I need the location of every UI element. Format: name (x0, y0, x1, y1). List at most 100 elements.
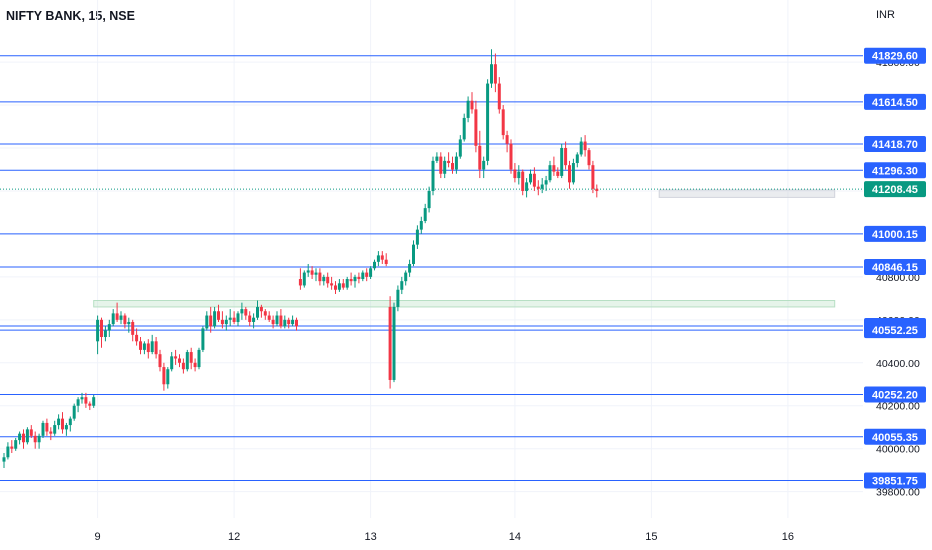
candle-body-up (419, 221, 423, 230)
candle-body-up (57, 418, 61, 426)
candle-body-up (240, 309, 244, 314)
candle-body-down (174, 356, 178, 359)
candle-body-up (529, 173, 532, 183)
level-price-badge (864, 47, 926, 64)
candle-body-up (14, 440, 18, 449)
candle-body-up (415, 229, 419, 245)
candle-body-up (256, 306, 259, 318)
candle-body-down (271, 319, 275, 325)
candle-body-down (232, 317, 236, 322)
candle-body-down (295, 319, 298, 327)
candle-body-down (365, 272, 369, 277)
candle-body-up (400, 281, 404, 290)
chart-title: NIFTY BANK, 15, NSE (6, 9, 135, 23)
candle-body-up (431, 160, 435, 191)
level-price-badge (864, 225, 926, 242)
candle-body-down (501, 109, 505, 136)
candle-body-up (314, 272, 318, 275)
candle-body-down (384, 259, 388, 264)
candle-body-up (119, 315, 123, 320)
candle-body-down (536, 186, 540, 189)
recent-zone (658, 189, 836, 198)
candle-body-up (345, 279, 349, 288)
y-tick-label: 39800.00 (876, 487, 920, 499)
x-tick-label: 9 (95, 531, 101, 543)
candle-body-down (131, 321, 135, 335)
candle-body-down (61, 418, 64, 430)
candle-body-up (571, 163, 575, 183)
candle-body-up (92, 397, 96, 406)
level-price-label: 41296.30 (872, 165, 918, 177)
level-price-badge (864, 428, 926, 445)
x-tick-label: 16 (782, 531, 794, 543)
candle-body-up (283, 319, 287, 327)
candle-body-down (341, 283, 345, 288)
candle-body-up (185, 352, 189, 370)
level-price-label: 41829.60 (872, 51, 918, 63)
candle-body-up (427, 190, 431, 209)
level-price-badge (864, 93, 926, 110)
candle-body-up (236, 313, 240, 322)
candle-body-up (392, 306, 396, 380)
candle-body-up (111, 313, 115, 325)
candle-body-up (224, 319, 228, 325)
candle-body-down (493, 64, 497, 84)
candle-body-up (462, 117, 466, 140)
candle-body-up (575, 154, 579, 164)
candles (2, 49, 599, 469)
candle-body-up (322, 276, 326, 282)
candle-body-up (80, 397, 84, 400)
candle-body-up (142, 343, 146, 350)
candle-body-down (497, 83, 501, 110)
horizontal-levels[interactable] (0, 55, 863, 482)
level-price-badge (864, 386, 926, 403)
candle-body-up (170, 356, 174, 370)
candle-body-down (88, 403, 92, 406)
candle-body-down (139, 341, 142, 350)
candle-body-down (22, 433, 25, 443)
candle-body-up (435, 156, 439, 161)
candle-body-down (587, 150, 591, 166)
price-labels: 41829.60 41614.50 41418.70 41296.30 41000.15… (864, 47, 926, 489)
candle-body-down (29, 429, 33, 436)
candle-body-up (107, 324, 111, 331)
candle-body-up (443, 160, 447, 174)
candle-body-down (248, 315, 252, 322)
candle-body-down (470, 100, 474, 110)
candle-body-up (127, 321, 131, 325)
candle-body-up (41, 422, 45, 436)
candle-body-up (458, 139, 462, 157)
candle-body-up (490, 64, 493, 84)
candle-body-down (115, 313, 119, 320)
candle-body-down (310, 270, 314, 275)
candle-body-up (103, 330, 107, 338)
candle-body-up (228, 317, 232, 320)
candle-body-down (380, 255, 384, 260)
candle-body-down (146, 343, 150, 353)
candle-body-up (96, 319, 100, 342)
candle-body-up (544, 180, 548, 185)
last-price-label: 41208.45 (872, 184, 918, 196)
candle-body-down (279, 315, 283, 327)
candle-body-down (287, 319, 291, 325)
candle-body-up (197, 349, 201, 368)
candle-body-up (64, 425, 68, 430)
candle-body-down (33, 435, 37, 443)
candle-body-up (291, 319, 295, 325)
candle-body-up (369, 268, 373, 277)
candle-body-down (478, 145, 482, 170)
candle-body-down (451, 163, 454, 170)
candle-body-down (135, 334, 139, 342)
level-price-label: 40252.20 (872, 390, 918, 402)
candle-body-down (505, 135, 509, 144)
level-price-badge (864, 258, 926, 275)
candle-body-down (474, 109, 478, 146)
candle-body-up (205, 315, 209, 329)
level-price-label: 40552.25 (872, 325, 918, 337)
candle-body-down (513, 169, 517, 179)
candle-body-up (408, 263, 412, 273)
candle-body-up (252, 317, 256, 322)
candle-body-up (213, 311, 217, 327)
candle-body-up (579, 141, 583, 155)
